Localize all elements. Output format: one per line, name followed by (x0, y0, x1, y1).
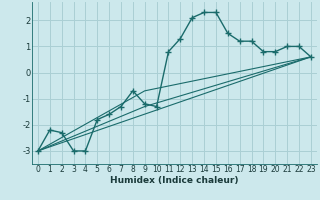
X-axis label: Humidex (Indice chaleur): Humidex (Indice chaleur) (110, 176, 239, 185)
